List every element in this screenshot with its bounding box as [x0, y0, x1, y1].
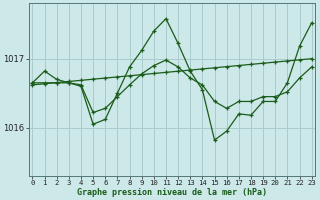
X-axis label: Graphe pression niveau de la mer (hPa): Graphe pression niveau de la mer (hPa): [77, 188, 267, 197]
